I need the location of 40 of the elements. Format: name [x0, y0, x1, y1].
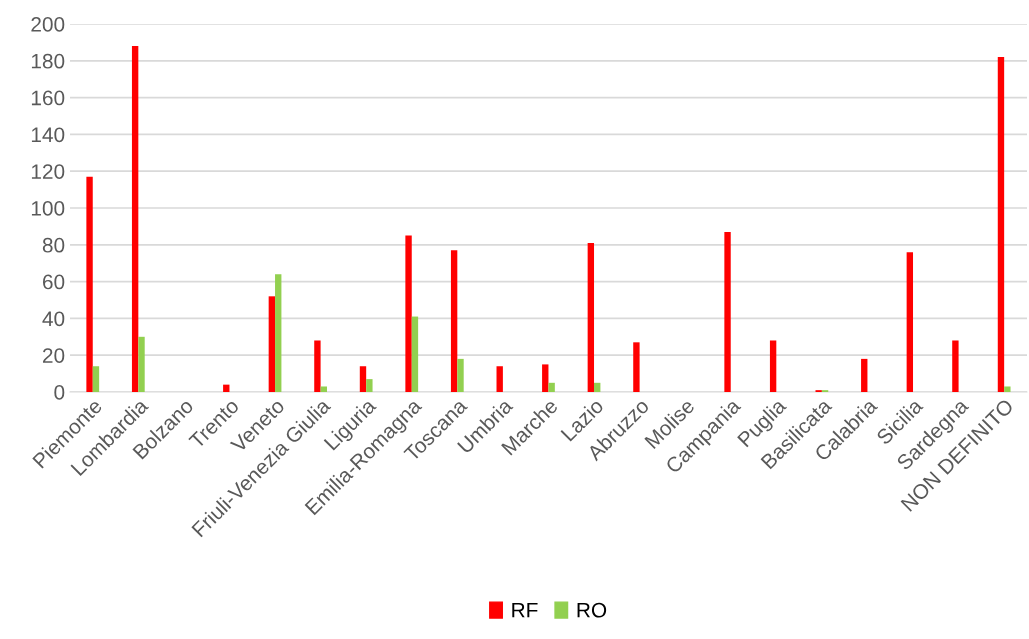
y-tick-label: 160	[31, 90, 65, 106]
bar	[861, 358, 868, 392]
bar	[92, 366, 100, 392]
y-tick-label: 40	[42, 311, 65, 327]
y-tick-label: 80	[42, 237, 65, 253]
bar	[314, 340, 321, 392]
bar	[769, 340, 777, 392]
bar	[997, 57, 1005, 392]
bar	[411, 316, 419, 392]
y-tick-label: 60	[43, 274, 65, 290]
bar	[587, 242, 595, 392]
bar	[952, 340, 959, 392]
bar	[548, 382, 555, 392]
bar	[268, 296, 276, 392]
bar	[633, 342, 640, 392]
bar	[906, 252, 914, 392]
bar	[457, 358, 464, 392]
y-tick-label: 0	[54, 385, 65, 400]
bar	[594, 382, 601, 392]
y-tick-label: 20	[42, 348, 65, 363]
y-tick-label: 180	[31, 53, 65, 69]
legend-label: RF	[512, 602, 538, 618]
bar	[724, 231, 731, 392]
bar	[131, 46, 139, 392]
bar	[450, 250, 458, 392]
y-tick-label: 200	[31, 17, 65, 32]
bar	[359, 366, 367, 392]
y-tick-label: 140	[31, 127, 65, 143]
bar	[542, 364, 549, 392]
bar	[86, 176, 93, 392]
bar	[496, 366, 503, 392]
y-tick-label: 120	[31, 164, 65, 179]
bar	[1004, 386, 1011, 392]
legend-label: RO	[577, 602, 607, 618]
y-tick-label: 100	[31, 201, 65, 216]
bar	[405, 235, 412, 392]
bar	[366, 379, 373, 392]
bar	[138, 336, 145, 392]
bar	[320, 386, 327, 392]
bar	[275, 274, 282, 392]
